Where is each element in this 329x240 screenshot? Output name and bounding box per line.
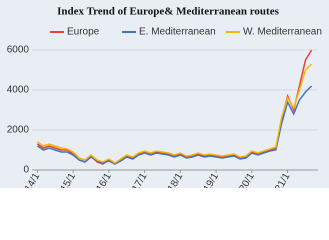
x-tick-label: 2016/1 bbox=[89, 171, 114, 188]
x-tick-label: 2018/1 bbox=[160, 171, 185, 188]
legend-label: E. Mediterranean bbox=[139, 27, 216, 38]
x-tick-label: 2021/1 bbox=[268, 171, 293, 188]
y-tick-label: 4000 bbox=[7, 85, 30, 96]
chart-title: Index Trend of Europe& Mediterranean rou… bbox=[57, 6, 279, 18]
x-tick-label: 2014/1 bbox=[17, 171, 42, 188]
line-series bbox=[36, 49, 313, 165]
line-series bbox=[36, 63, 313, 164]
legend-label: W. Mediterranean bbox=[243, 27, 322, 38]
y-tick-label: 2000 bbox=[7, 125, 30, 136]
chart: Index Trend of Europe& Mediterranean rou… bbox=[0, 0, 329, 188]
y-tick-label: 6000 bbox=[7, 45, 30, 56]
legend-label: Europe bbox=[67, 27, 100, 38]
x-tick-label: 2019/1 bbox=[196, 171, 221, 188]
y-tick-label: 0 bbox=[23, 165, 29, 176]
line-series bbox=[36, 85, 313, 165]
x-tick-label: 2020/1 bbox=[232, 171, 257, 188]
x-tick-label: 2015/1 bbox=[53, 171, 78, 188]
x-tick-label: 2017/1 bbox=[125, 171, 150, 188]
